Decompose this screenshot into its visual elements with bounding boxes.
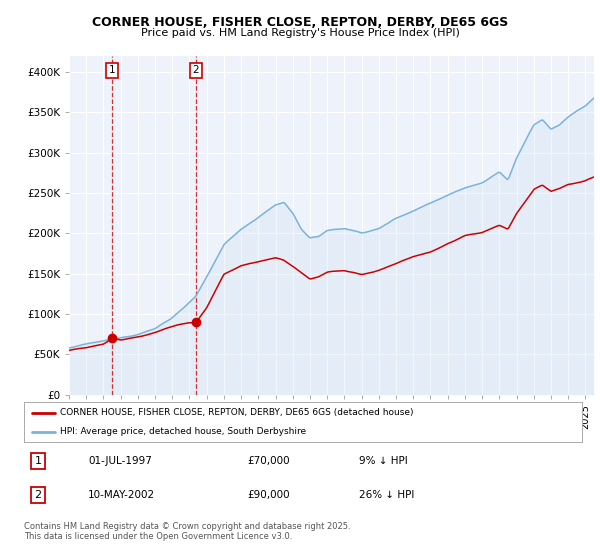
Text: 1: 1	[34, 456, 41, 466]
Text: 1: 1	[109, 65, 115, 75]
Text: 2: 2	[34, 490, 41, 500]
Text: £90,000: £90,000	[247, 490, 290, 500]
Text: CORNER HOUSE, FISHER CLOSE, REPTON, DERBY, DE65 6GS (detached house): CORNER HOUSE, FISHER CLOSE, REPTON, DERB…	[60, 408, 414, 417]
Text: Price paid vs. HM Land Registry's House Price Index (HPI): Price paid vs. HM Land Registry's House …	[140, 28, 460, 38]
Text: Contains HM Land Registry data © Crown copyright and database right 2025.
This d: Contains HM Land Registry data © Crown c…	[24, 522, 350, 542]
Text: 2: 2	[193, 65, 199, 75]
Text: 10-MAY-2002: 10-MAY-2002	[88, 490, 155, 500]
Text: 01-JUL-1997: 01-JUL-1997	[88, 456, 152, 466]
Text: £70,000: £70,000	[247, 456, 290, 466]
Text: HPI: Average price, detached house, South Derbyshire: HPI: Average price, detached house, Sout…	[60, 427, 307, 436]
Text: CORNER HOUSE, FISHER CLOSE, REPTON, DERBY, DE65 6GS: CORNER HOUSE, FISHER CLOSE, REPTON, DERB…	[92, 16, 508, 29]
Text: 9% ↓ HPI: 9% ↓ HPI	[359, 456, 407, 466]
Text: 26% ↓ HPI: 26% ↓ HPI	[359, 490, 414, 500]
